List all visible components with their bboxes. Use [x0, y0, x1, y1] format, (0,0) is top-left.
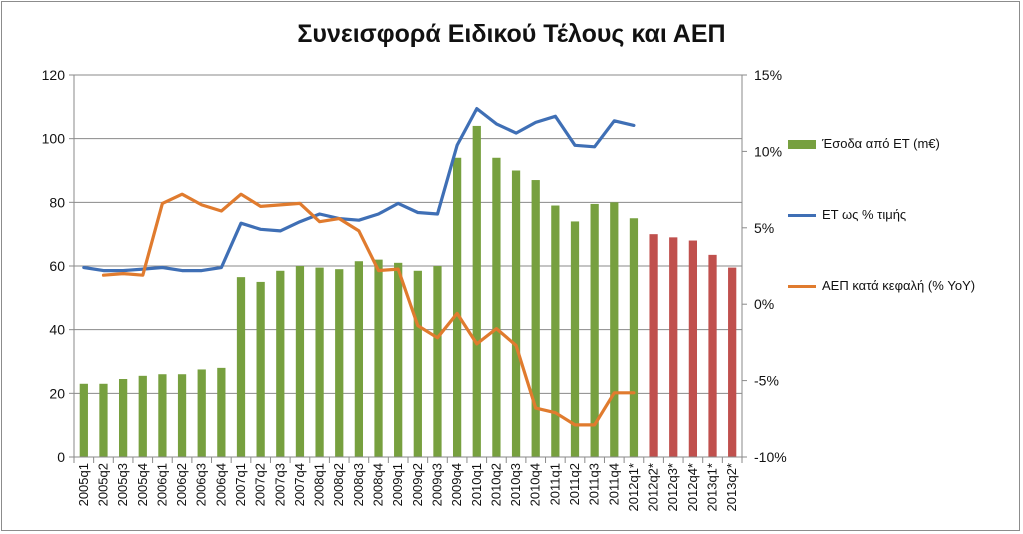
- y-right-tick-label: 0%: [754, 296, 774, 312]
- x-tick-label: 2012q3*: [665, 463, 680, 511]
- bar: [236, 277, 246, 457]
- bar: [629, 218, 639, 457]
- x-tick-label: 2006q1: [154, 463, 169, 506]
- bar: [276, 270, 285, 457]
- x-tick-label: 2008q3: [351, 463, 366, 506]
- x-tick-label: 2011q2: [567, 463, 582, 505]
- x-tick-label: 2010q4: [528, 463, 543, 506]
- x-axis-tick-labels: 2005q1 2005q2 2005q3 2005q4 2006q1 2006q2 2006…: [76, 463, 739, 511]
- x-tick-label: 2006q2: [174, 463, 189, 506]
- y-right-tick-label: -10%: [754, 449, 787, 465]
- line-series: [82, 107, 636, 427]
- bar: [433, 266, 442, 457]
- x-tick-label: 2011q3: [587, 463, 602, 505]
- bar: [177, 374, 187, 457]
- legend-swatch-tax-share: [788, 214, 816, 217]
- y-left-tick-label: 80: [49, 194, 65, 210]
- x-tick-label: 2012q2*: [646, 463, 661, 511]
- bar: [649, 234, 658, 457]
- line-gdp: [101, 192, 636, 427]
- y-right-tick-label: -5%: [754, 373, 779, 389]
- legend-swatch-gdp: [788, 285, 816, 288]
- bar: [531, 180, 540, 458]
- bar: [570, 221, 580, 457]
- bar: [99, 383, 108, 457]
- line-tax-share: [82, 107, 636, 273]
- bar: [394, 262, 403, 457]
- bar: [79, 383, 88, 457]
- x-tick-label: 2013q2*: [724, 463, 739, 511]
- x-tick-label: 2005q3: [115, 463, 130, 506]
- x-tick-label: 2012q1*: [626, 463, 641, 511]
- bar: [551, 205, 560, 457]
- x-tick-label: 2011q4: [606, 463, 621, 505]
- bar: [315, 267, 324, 457]
- x-tick-label: 2005q2: [95, 463, 110, 506]
- y-left-tick-label: 20: [49, 385, 65, 401]
- legend-swatch-revenue: [788, 140, 816, 149]
- y-right-tick-label: 10%: [754, 143, 782, 159]
- x-tick-label: 2008q2: [331, 463, 346, 506]
- x-tick-label: 2010q2: [488, 463, 503, 506]
- bar: [688, 240, 698, 457]
- legend-label-gdp: ΑΕΠ κατά κεφαλή (% YoY): [822, 278, 976, 293]
- x-tick-label: 2007q2: [253, 463, 268, 506]
- y-axis-right-ticks: -10% -5% 0% 5% 10% 15%: [754, 67, 787, 465]
- y-axis-left-ticks: 0 20 40 60 80 100 120: [42, 67, 66, 465]
- x-tick-label: 2006q4: [213, 463, 228, 506]
- bar: [374, 259, 383, 457]
- x-tick-label: 2005q4: [135, 463, 150, 506]
- x-tick-label: 2008q4: [371, 463, 386, 506]
- x-tick-label: 2007q3: [272, 463, 287, 506]
- bar: [138, 375, 147, 457]
- bar: [708, 254, 717, 457]
- bar: [256, 281, 265, 457]
- x-tick-label: 2012q4*: [685, 463, 700, 511]
- x-tick-label: 2011q1: [547, 463, 562, 505]
- y-right-tick-label: 15%: [754, 67, 782, 83]
- y-left-tick-label: 40: [49, 322, 65, 338]
- x-tick-label: 2009q2: [410, 463, 425, 506]
- bar: [335, 269, 344, 457]
- x-tick-label: 2010q3: [508, 463, 523, 506]
- y-right-tick-label: 5%: [754, 220, 774, 236]
- bar: [413, 270, 422, 457]
- x-tick-label: 2009q4: [449, 463, 464, 506]
- x-tick-label: 2008q1: [312, 463, 327, 506]
- bar-series: [79, 125, 737, 458]
- bar: [217, 367, 226, 457]
- bar: [511, 170, 521, 457]
- x-tick-label: 2006q3: [194, 463, 209, 506]
- legend-label-revenue: Έσοδα από ΕΤ (m€): [822, 136, 940, 151]
- bar: [354, 261, 364, 457]
- y-left-tick-label: 60: [49, 258, 65, 274]
- axes: [69, 74, 747, 463]
- legend-label-tax-share: ΕΤ ως % τιμής: [822, 207, 907, 222]
- bar: [472, 125, 481, 457]
- x-tick-label: 2007q1: [233, 463, 248, 506]
- bar: [452, 157, 462, 457]
- bar: [295, 266, 305, 457]
- x-tick-label: 2005q1: [76, 463, 91, 506]
- y-left-tick-label: 0: [57, 449, 65, 465]
- x-tick-label: 2009q1: [390, 463, 405, 506]
- bar: [590, 203, 599, 457]
- x-tick-label: 2009q3: [429, 463, 444, 506]
- bar: [197, 369, 206, 457]
- bar: [492, 157, 501, 457]
- y-left-tick-label: 120: [42, 67, 66, 83]
- bar: [158, 374, 167, 457]
- chart-title: Συνεισφορά Ειδικού Τέλους και ΑΕΠ: [297, 20, 726, 48]
- bar: [610, 202, 619, 457]
- x-tick-label: 2007q4: [292, 463, 307, 506]
- y-left-tick-label: 100: [42, 131, 66, 147]
- bar: [118, 379, 128, 457]
- bar: [669, 237, 678, 457]
- x-tick-label: 2013q1*: [705, 463, 720, 511]
- x-tick-label: 2010q1: [469, 463, 484, 506]
- bar: [728, 267, 737, 457]
- gridlines: [74, 74, 742, 458]
